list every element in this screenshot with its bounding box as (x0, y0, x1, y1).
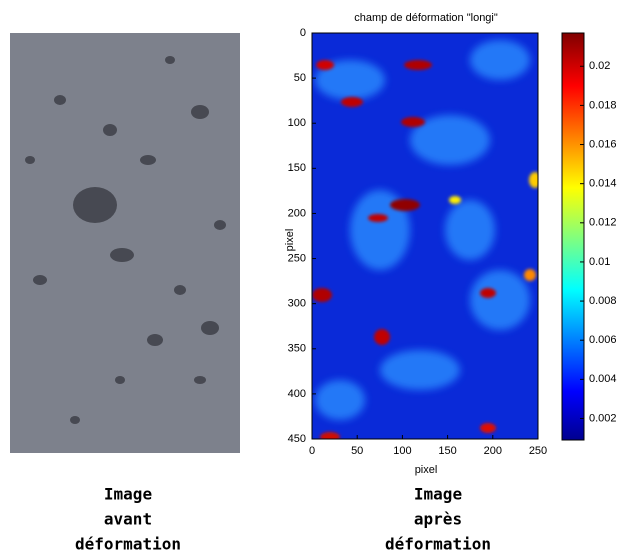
x-tick-label: 250 (529, 445, 547, 457)
colorbar-tick-label: 0.02 (589, 60, 610, 72)
y-axis-label: pixel (284, 229, 296, 252)
colorbar-tick-label: 0.008 (589, 295, 617, 307)
photo (10, 33, 240, 453)
y-tick-label: 0 (300, 27, 306, 39)
y-tick-label: 100 (288, 117, 306, 129)
y-tick-label: 150 (288, 162, 306, 174)
colorbar-tick-label: 0.01 (589, 256, 610, 268)
colorbar-tick-label: 0.014 (589, 178, 617, 190)
y-tick-label: 200 (288, 207, 306, 219)
chart-title: champ de déformation "longi" (354, 12, 498, 24)
x-tick-label: 150 (438, 445, 456, 457)
y-tick-label: 50 (294, 72, 306, 84)
colorbar-tick-label: 0.016 (589, 138, 617, 150)
heatmap-field (312, 33, 538, 439)
x-tick-label: 0 (309, 445, 315, 457)
x-axis-label: pixel (415, 464, 438, 476)
y-tick-label: 250 (288, 252, 306, 264)
caption: déformation (385, 535, 491, 554)
caption: Image (104, 485, 152, 504)
y-tick-label: 350 (288, 343, 306, 355)
colorbar-tick-label: 0.006 (589, 334, 617, 346)
colorbar (561, 32, 585, 441)
caption: Image (414, 485, 462, 504)
colorbar-tick-label: 0.018 (589, 99, 617, 111)
y-tick-label: 300 (288, 298, 306, 310)
x-tick-label: 50 (351, 445, 363, 457)
caption: avant (104, 510, 152, 529)
colorbar-tick-label: 0.002 (589, 412, 617, 424)
y-tick-label: 450 (288, 433, 306, 445)
x-tick-label: 100 (393, 445, 411, 457)
y-tick-label: 400 (288, 388, 306, 400)
caption: déformation (75, 535, 181, 554)
colorbar-tick-label: 0.004 (589, 373, 617, 385)
x-tick-label: 200 (484, 445, 502, 457)
captions: Image avant déformation Image après défo… (75, 485, 491, 554)
caption: après (414, 510, 462, 529)
colorbar-tick-label: 0.012 (589, 217, 617, 229)
plot-frame (311, 32, 539, 440)
